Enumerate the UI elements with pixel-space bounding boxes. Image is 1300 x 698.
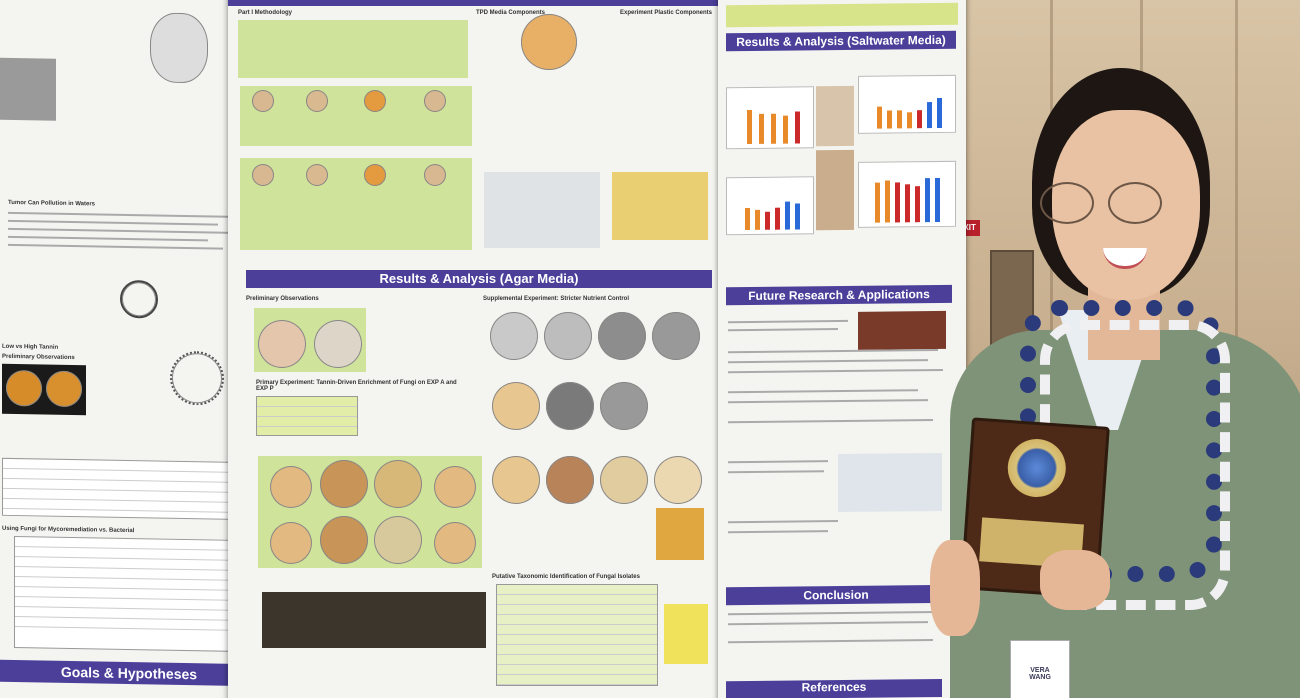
- glasses-left-lens: [1040, 182, 1094, 224]
- references-band: References: [726, 678, 942, 698]
- taxonomy-table: [496, 584, 658, 686]
- text-line: [8, 227, 233, 234]
- text-line: [8, 243, 223, 250]
- right-hand: [1040, 550, 1110, 610]
- agar-dish: [521, 14, 577, 70]
- glasses-right-lens: [1108, 182, 1162, 224]
- results-agar-band: Results & Analysis (Agar Media): [246, 270, 712, 288]
- molecule-diagram: [120, 279, 158, 319]
- comparison-table: [2, 457, 242, 520]
- section-heading: Part I Methodology: [238, 10, 292, 16]
- section-heading: Preliminary Observations: [2, 353, 75, 362]
- dish-photo: [2, 363, 86, 416]
- sample-photo: [816, 149, 854, 231]
- microscopy-photo: [656, 508, 704, 560]
- poster-middle-panel: Part I Methodology TPD Media Components …: [228, 0, 718, 698]
- poster-right-panel: Results & Analysis (Saltwater Media): [718, 0, 966, 698]
- conclusion-band: Conclusion: [726, 584, 946, 606]
- award-medal-icon: [1005, 437, 1068, 499]
- treatment-diagram: [838, 452, 942, 513]
- poster-left-panel: Tumor Can Pollution in Waters Low vs Hig…: [0, 0, 265, 698]
- bar-chart: [726, 176, 814, 236]
- molecule-diagram: [170, 350, 224, 406]
- lab-equipment-photo: [484, 172, 600, 248]
- tube-photo: [262, 592, 486, 648]
- method-figure: [238, 20, 468, 78]
- bar-chart: [858, 160, 956, 228]
- sample-photo: [816, 85, 854, 147]
- gel-photo: [612, 172, 708, 240]
- section-heading: Experiment Plastic Components: [620, 10, 713, 16]
- text-line: [8, 211, 228, 218]
- text-line: [8, 219, 218, 226]
- badge-last-name: WANG: [1029, 674, 1051, 681]
- goals-band: Goals & Hypotheses: [0, 659, 258, 687]
- text-line: [8, 235, 208, 242]
- section-heading: Supplemental Experiment: Stricter Nutrie…: [483, 296, 630, 302]
- section-heading: Primary Experiment: Tannin-Driven Enrich…: [256, 380, 457, 392]
- results-saltwater-band: Results & Analysis (Saltwater Media): [726, 30, 956, 52]
- future-research-band: Future Research & Applications: [726, 284, 952, 306]
- micrograph-photo: [0, 57, 56, 121]
- smile: [1103, 248, 1147, 269]
- section-heading: Low vs High Tannin: [2, 343, 59, 351]
- left-hand: [930, 540, 980, 636]
- name-badge: VERA WANG: [1010, 640, 1070, 698]
- badge-first-name: VERA: [1030, 667, 1050, 674]
- cross-section-diagram: [150, 12, 208, 84]
- section-heading: Tumor Can Pollution in Waters: [8, 199, 95, 208]
- top-band: [228, 0, 718, 6]
- section-heading: Putative Taxonomic Identification of Fun…: [492, 574, 640, 580]
- section-heading: TPD Media Components: [476, 10, 546, 16]
- data-table: [256, 396, 358, 436]
- highlight-note: [664, 604, 708, 664]
- comparison-table: [14, 536, 246, 653]
- section-heading: Using Fungi for Mycoremediation vs. Bact…: [2, 525, 135, 535]
- bar-chart: [726, 86, 814, 150]
- bar-chart: [858, 74, 956, 134]
- highlight-strip: [726, 2, 958, 28]
- section-heading: Preliminary Observations: [246, 296, 319, 302]
- seeds-photo: [858, 310, 946, 350]
